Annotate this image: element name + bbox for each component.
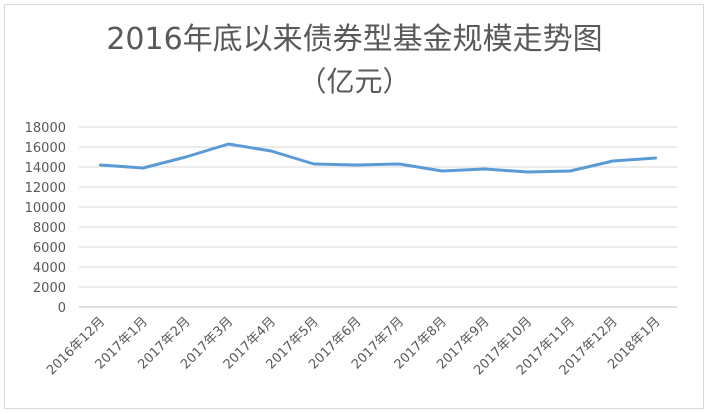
y-tick-label: 16000 xyxy=(25,141,66,156)
y-tick-label: 10000 xyxy=(25,201,66,216)
chart-subtitle: （亿元） xyxy=(298,65,411,98)
x-axis-ticks: 2016年12月2017年1月2017年2月2017年3月2017年4月2017… xyxy=(44,314,663,378)
y-tick-label: 18000 xyxy=(25,121,66,136)
series-line xyxy=(98,142,658,174)
chart-title: 2016年底以来债券型基金规模走势图 xyxy=(106,22,603,57)
y-axis-ticks: 0 2000 4000 6000 8000 10000 12000 14000 16000 180… xyxy=(25,121,66,316)
y-tick-label: 6000 xyxy=(33,241,66,256)
y-tick-label: 2000 xyxy=(33,281,66,296)
y-tick-label: 14000 xyxy=(25,161,66,176)
y-tick-label: 4000 xyxy=(33,261,66,276)
series-group xyxy=(98,142,658,174)
y-tick-label: 8000 xyxy=(33,221,66,236)
y-tick-label: 0 xyxy=(58,301,66,316)
y-tick-label: 12000 xyxy=(25,181,66,196)
gridlines xyxy=(79,126,677,308)
